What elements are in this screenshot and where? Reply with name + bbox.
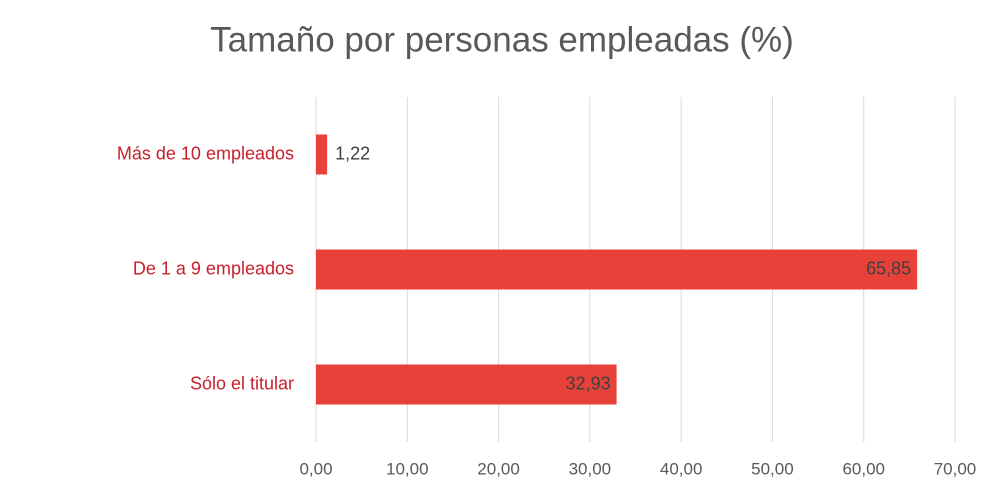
x-tick-label: 30,00 <box>569 459 612 478</box>
x-tick-label: 70,00 <box>934 459 977 478</box>
bar <box>316 364 617 405</box>
x-tick-label: 60,00 <box>842 459 885 478</box>
y-tick-label: De 1 a 9 empleados <box>133 258 294 278</box>
value-label: 65,85 <box>866 258 911 278</box>
x-tick-label: 40,00 <box>660 459 703 478</box>
bar <box>316 249 918 290</box>
y-tick-label: Más de 10 empleados <box>117 143 294 163</box>
bar <box>316 134 328 175</box>
value-label: 1,22 <box>335 143 370 163</box>
y-tick-label: Sólo el titular <box>190 373 294 393</box>
value-label: 32,93 <box>566 373 611 393</box>
chart-title: Tamaño por personas empleadas (%) <box>210 20 794 59</box>
x-tick-label: 50,00 <box>751 459 794 478</box>
x-tick-label: 0,00 <box>299 459 332 478</box>
x-tick-label: 20,00 <box>477 459 520 478</box>
x-tick-label: 10,00 <box>386 459 429 478</box>
